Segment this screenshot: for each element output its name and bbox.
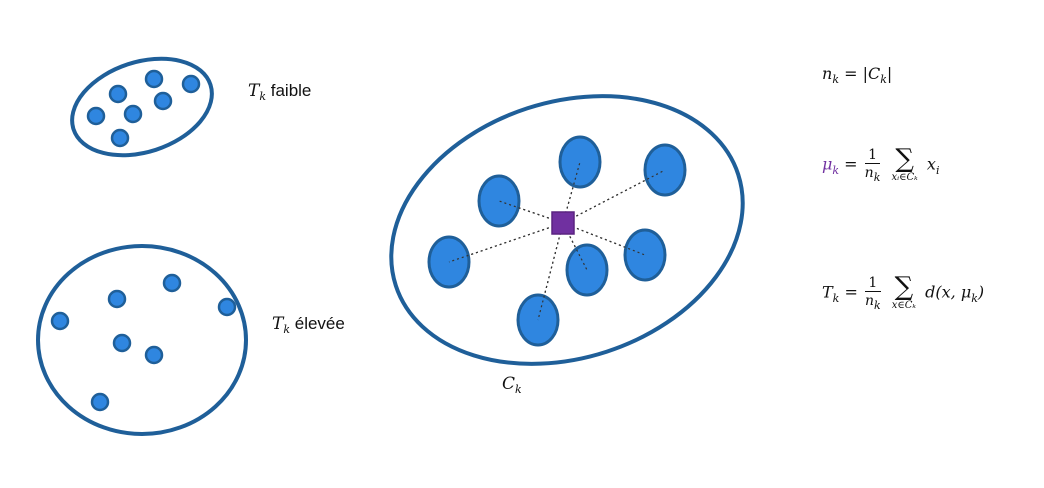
sparse-cluster-ellipse (36, 244, 248, 436)
sparse-cluster-points (50, 273, 237, 412)
den-sub: k (873, 171, 881, 184)
label-text: faible (270, 81, 312, 100)
summation: ∑ xᵢ∈Cₖ (891, 146, 917, 184)
formula-lhs-sub: k (832, 73, 839, 86)
fraction-denominator: nk (864, 164, 881, 184)
formula-term-close: ) (977, 282, 985, 302)
point (112, 333, 132, 353)
sum-index: xᵢ∈Cₖ (891, 172, 918, 183)
point (217, 297, 237, 317)
sigma-icon: ∑ (895, 144, 914, 174)
formula-lhs: n (822, 64, 833, 83)
formula-term: d(x, μ (925, 282, 972, 302)
label-sub: k (283, 323, 291, 336)
formula-close: | (886, 64, 893, 83)
den-var: n (864, 293, 874, 309)
formula-rhs-sub: k (880, 73, 887, 86)
point (110, 128, 130, 148)
point (107, 289, 127, 309)
point (181, 74, 201, 94)
formula-lhs: T (822, 282, 833, 302)
formula-fraction: 1 nk (864, 275, 881, 312)
point (144, 345, 164, 365)
label-high-temperature: Tk élevée (272, 314, 345, 336)
point (123, 104, 143, 124)
point (86, 106, 106, 126)
distance-line (562, 169, 666, 224)
fraction-denominator: nk (864, 292, 881, 312)
label-var: T (272, 314, 284, 334)
label-cluster: Ck (502, 374, 522, 396)
point (144, 69, 164, 89)
formula-n: nk = |Ck| (822, 64, 893, 86)
small-cluster-points (86, 69, 201, 148)
label-text: élevée (294, 314, 345, 333)
small-cluster-ellipse (70, 56, 214, 158)
point (477, 174, 521, 228)
sigma-icon: ∑ (894, 272, 914, 302)
formula-lhs-sub: k (832, 163, 840, 177)
fraction-numerator: 1 (864, 275, 881, 292)
point (643, 143, 687, 197)
formula-lhs: μ (822, 154, 833, 174)
label-sub: k (259, 90, 267, 103)
point (90, 392, 110, 412)
den-sub: k (873, 299, 881, 312)
point (108, 84, 128, 104)
formula-eq: = (844, 154, 858, 174)
label-sub: k (515, 383, 522, 396)
formula-T: Tk = 1 nk ∑ x∈Cₖ d(x, μk) (822, 274, 984, 312)
formula-term-sub: k (971, 291, 978, 305)
distance-line (448, 222, 564, 263)
den-var: n (864, 165, 874, 181)
distance-line (537, 222, 564, 321)
fraction-numerator: 1 (864, 147, 881, 164)
point (50, 311, 70, 331)
summation: ∑ x∈Cₖ (892, 274, 916, 312)
centroid-square (551, 211, 575, 235)
distance-line (562, 222, 588, 271)
formula-mu: μk = 1 nk ∑ xᵢ∈Cₖ xi (822, 146, 939, 184)
label-var: C (502, 374, 516, 394)
sum-index: x∈Cₖ (891, 300, 917, 311)
formula-term: x (926, 154, 936, 174)
point (565, 243, 609, 297)
formula-lhs-sub: k (832, 291, 840, 305)
main-cluster-ellipse (389, 94, 745, 366)
point (558, 135, 602, 189)
label-var: T (248, 81, 260, 101)
point (162, 273, 182, 293)
formula-eq: = (844, 282, 858, 302)
label-low-temperature: Tk faible (248, 81, 312, 103)
point (623, 228, 667, 282)
formula-fraction: 1 nk (864, 147, 881, 184)
main-cluster-points (427, 135, 687, 347)
formula-rhs: = |C (844, 64, 881, 83)
formula-term-sub: i (935, 163, 940, 177)
point (153, 91, 173, 111)
